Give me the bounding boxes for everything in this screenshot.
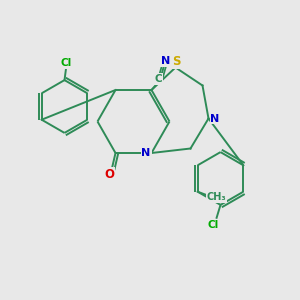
- Text: Cl: Cl: [207, 220, 219, 230]
- Text: N: N: [211, 113, 220, 124]
- Text: C: C: [155, 74, 163, 84]
- Text: CH₃: CH₃: [206, 192, 226, 202]
- Text: N: N: [142, 148, 151, 158]
- Text: Cl: Cl: [60, 58, 72, 68]
- Text: S: S: [172, 55, 180, 68]
- Text: N: N: [161, 56, 170, 66]
- Text: O: O: [104, 167, 115, 181]
